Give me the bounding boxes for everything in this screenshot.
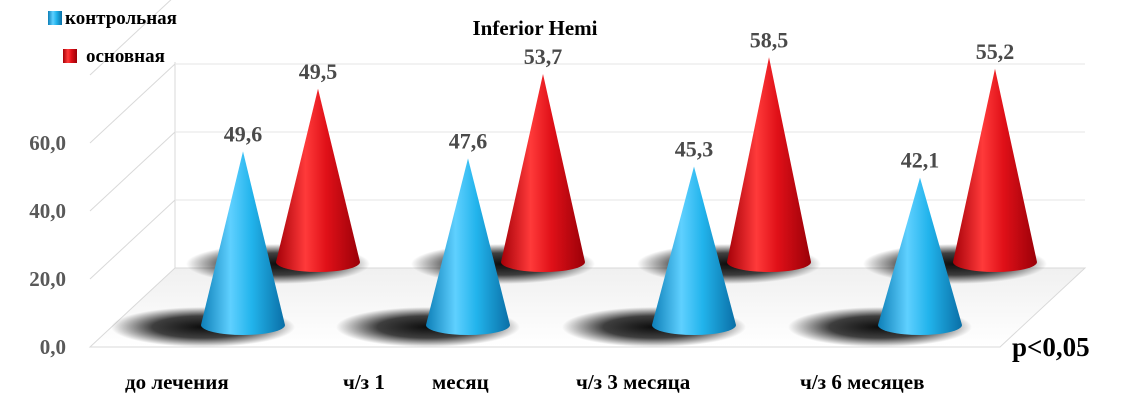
y-tick-label: 20,0 [29,267,66,291]
y-axis-ticks: 0,0 20,0 40,0 60,0 [29,131,66,359]
cone-control-1-value-label: 49,6 [224,121,263,146]
legend-label-control: контрольная [65,8,177,29]
p-value-annotation: p<0,05 [1012,332,1090,362]
cone-main-4 [953,68,1037,272]
cone-control-3-value-label: 45,3 [675,136,714,161]
cone-main-3-value-label: 58,5 [750,27,789,52]
cone-main-2-value-label: 53,7 [524,44,563,69]
cone-main-3 [727,57,811,272]
cone-control-2 [426,158,510,335]
cone-control-4 [878,177,962,335]
x-category-label: до лечения [125,370,229,394]
x-category-label: месяц [432,370,489,394]
data-labels: 49,5 53,7 58,5 55,2 49,6 47,6 45,3 42,1 [224,27,1015,172]
cone-control-2-value-label: 47,6 [449,128,488,153]
cone-main-2 [501,74,585,272]
cone-control-3 [652,166,736,335]
cone-control-4-value-label: 42,1 [901,148,940,173]
gridline-side [89,131,176,212]
y-tick-label: 40,0 [29,199,66,223]
cone-main-1-value-label: 49,5 [299,59,338,84]
gridline-side [89,63,176,144]
legend-swatch-control [48,11,62,25]
cone-main-1 [276,88,360,272]
gridline-side [89,199,176,280]
chart-title: Inferior Hemi [473,16,598,40]
x-category-label: ч/з 3 месяца [576,370,691,394]
legend-label-main: основная [86,46,165,67]
gridline-side [89,0,172,76]
x-category-label: ч/з 1 [343,370,385,394]
cone-control-1 [201,151,285,335]
legend: контрольная основная [48,8,177,67]
cones [201,57,1037,335]
x-category-label: ч/з 6 месяцев [800,370,924,394]
y-tick-label: 0,0 [40,335,66,359]
y-tick-label: 60,0 [29,131,66,155]
legend-swatch-main [63,49,77,63]
cone-main-4-value-label: 55,2 [976,39,1015,64]
category-labels: до лечения ч/з 1 месяц ч/з 3 месяца ч/з 6 ме… [125,370,924,394]
